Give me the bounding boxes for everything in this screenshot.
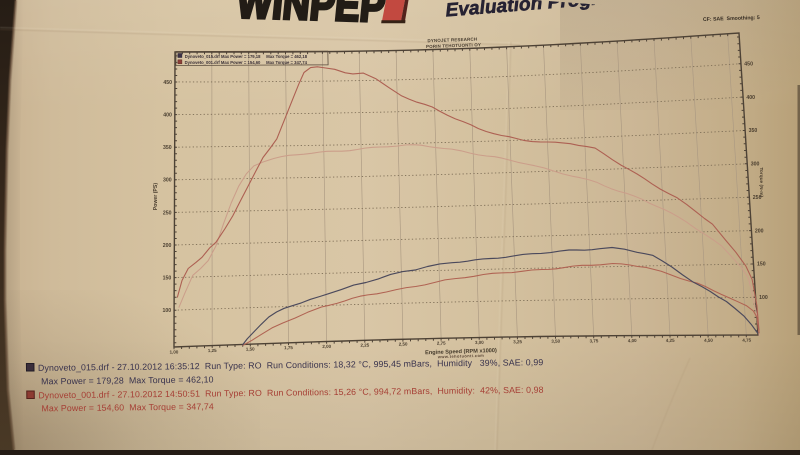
svg-text:150: 150 (757, 262, 766, 268)
svg-text:1,50: 1,50 (246, 346, 255, 351)
svg-text:450: 450 (744, 61, 753, 67)
svg-text:400: 400 (163, 113, 172, 119)
svg-text:3,50: 3,50 (551, 339, 560, 344)
svg-text:100: 100 (759, 295, 768, 301)
svg-text:1,75: 1,75 (284, 345, 293, 350)
svg-text:2,75: 2,75 (437, 341, 446, 346)
svg-text:4,50: 4,50 (704, 338, 713, 343)
svg-text:150: 150 (163, 276, 172, 282)
svg-text:450: 450 (163, 80, 172, 86)
svg-text:Dynoveto_001.drf Max Power = 1: Dynoveto_001.drf Max Power = 154,60 Max … (185, 60, 308, 65)
svg-text:400: 400 (746, 95, 755, 101)
svg-text:Dynoveto_015.drf Max Power = 1: Dynoveto_015.drf Max Power = 179,18 Max … (185, 54, 308, 59)
svg-text:Max Power = 179,28 Max Torque: Max Power = 179,28 Max Torque = 462,10 (41, 374, 214, 386)
svg-text:2,00: 2,00 (322, 344, 331, 349)
svg-text:1,25: 1,25 (208, 348, 217, 353)
svg-text:300: 300 (163, 178, 172, 184)
svg-text:350: 350 (749, 128, 758, 134)
svg-text:Power (PS): Power (PS) (153, 183, 159, 211)
svg-text:4,25: 4,25 (666, 338, 675, 343)
svg-text:350: 350 (163, 145, 172, 151)
svg-text:100: 100 (162, 308, 171, 314)
svg-text:3,75: 3,75 (590, 338, 599, 343)
svg-text:2,50: 2,50 (399, 341, 408, 346)
svg-text:4,75: 4,75 (742, 338, 751, 343)
svg-text:300: 300 (751, 162, 760, 168)
svg-text:3,00: 3,00 (475, 340, 484, 345)
svg-text:250: 250 (163, 210, 172, 216)
svg-text:3,25: 3,25 (513, 339, 522, 344)
svg-text:200: 200 (755, 228, 764, 234)
svg-text:1,00: 1,00 (170, 349, 179, 354)
svg-text:Max Power = 154,60 Max Torque: Max Power = 154,60 Max Torque = 347,74 (41, 401, 214, 413)
svg-text:WINPEP: WINPEP (235, 0, 388, 31)
svg-text:200: 200 (163, 243, 172, 249)
svg-text:4,00: 4,00 (628, 338, 637, 343)
svg-text:2,25: 2,25 (360, 343, 369, 348)
svg-text:Torque (N-m): Torque (N-m) (758, 167, 764, 197)
